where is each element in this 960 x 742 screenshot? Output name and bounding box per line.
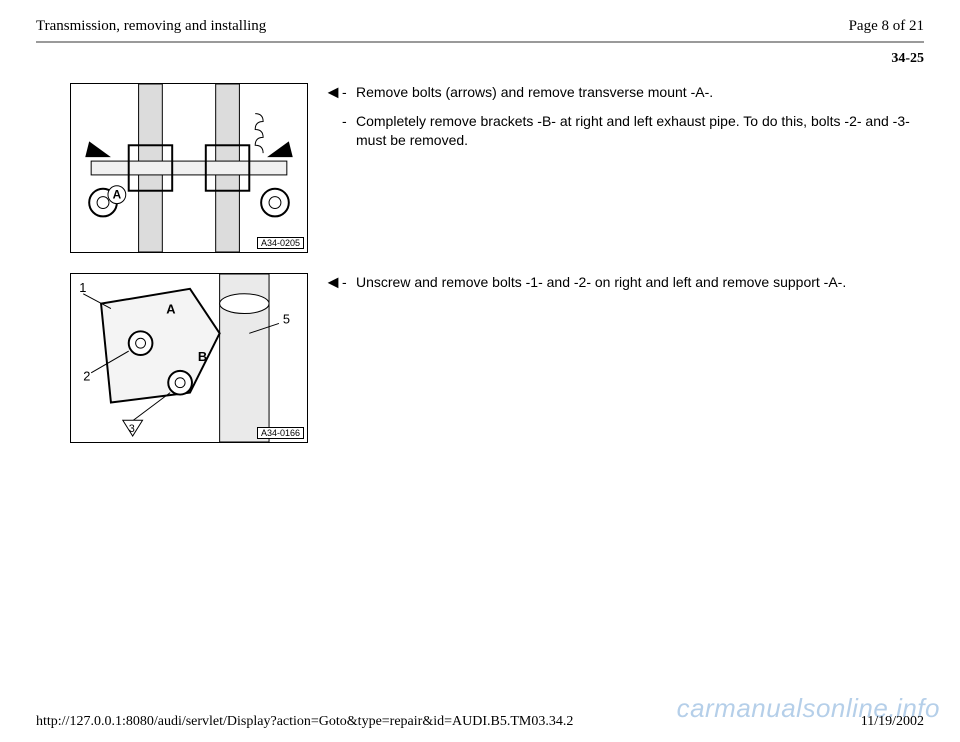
svg-text:B: B xyxy=(198,349,207,364)
svg-text:A: A xyxy=(113,188,122,202)
step-row: A A34-0205 ◄ Remove bolts (arrows) and r… xyxy=(36,83,924,253)
footer-url: http://127.0.0.1:8080/audi/servlet/Displ… xyxy=(36,714,573,730)
footer-date: 11/19/2002 xyxy=(861,714,924,730)
header-title: Transmission, removing and installing xyxy=(36,18,266,35)
svg-text:5: 5 xyxy=(283,311,290,326)
page-footer: http://127.0.0.1:8080/audi/servlet/Displ… xyxy=(36,714,924,730)
figure: A A34-0205 xyxy=(70,83,308,253)
pointer-icon: ◄ xyxy=(308,273,342,291)
figure-id: A34-0166 xyxy=(257,427,304,439)
document-page: Transmission, removing and installing Pa… xyxy=(0,0,960,742)
figure-svg: A xyxy=(71,84,307,252)
header-rule xyxy=(36,41,924,43)
figure-svg: 1 2 3 5 A B xyxy=(71,274,307,442)
page-indicator: Page 8 of 21 xyxy=(849,18,924,35)
step-text: Remove bolts (arrows) and remove transve… xyxy=(342,83,924,160)
svg-text:1: 1 xyxy=(79,280,86,295)
step-bullet: Unscrew and remove bolts -1- and -2- on … xyxy=(342,273,914,292)
pointer-icon: ◄ xyxy=(308,83,342,101)
step-text: Unscrew and remove bolts -1- and -2- on … xyxy=(342,273,924,302)
svg-text:2: 2 xyxy=(83,369,90,384)
step-bullet: Completely remove brackets -B- at right … xyxy=(342,112,914,150)
figure: 1 2 3 5 A B A34-0166 xyxy=(70,273,308,443)
section-number: 34-25 xyxy=(36,51,924,67)
figure-id: A34-0205 xyxy=(257,237,304,249)
step-row: 1 2 3 5 A B A34-0166 ◄ Unscrew and remov… xyxy=(36,273,924,443)
svg-text:A: A xyxy=(166,302,175,317)
page-header: Transmission, removing and installing Pa… xyxy=(36,18,924,35)
step-bullet: Remove bolts (arrows) and remove transve… xyxy=(342,83,914,102)
svg-text:3: 3 xyxy=(129,423,135,435)
